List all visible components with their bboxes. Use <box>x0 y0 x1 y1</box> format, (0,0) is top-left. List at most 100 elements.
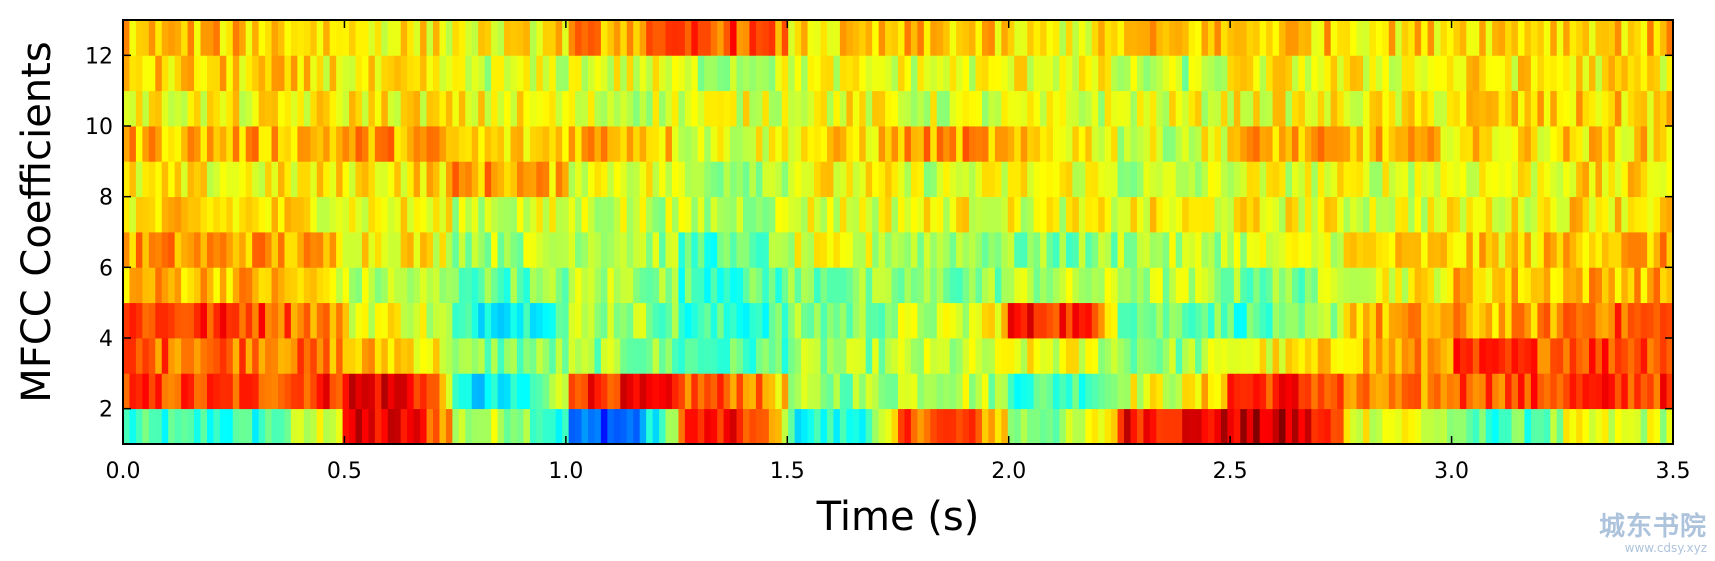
heatmap-cell <box>310 373 318 410</box>
heatmap-cell <box>1343 338 1351 374</box>
heatmap-cell <box>381 90 389 127</box>
heatmap-cell <box>316 161 324 198</box>
heatmap-cell <box>1027 232 1035 268</box>
heatmap-cell <box>1130 373 1138 410</box>
heatmap-cell <box>1027 302 1035 339</box>
heatmap-cell <box>1440 302 1448 339</box>
heatmap-cell <box>1175 55 1183 92</box>
heatmap-cell <box>478 161 486 198</box>
heatmap-cell <box>549 90 557 127</box>
heatmap-cell <box>671 267 680 304</box>
heatmap-cell <box>1240 20 1248 56</box>
heatmap-cell <box>1175 232 1183 268</box>
heatmap-cell <box>1182 55 1190 92</box>
heatmap-cell <box>762 338 770 374</box>
heatmap-cell <box>349 232 357 268</box>
heatmap-cell <box>1576 302 1584 339</box>
heatmap-cell <box>206 267 215 304</box>
heatmap-cell <box>1382 55 1390 92</box>
heatmap-cell <box>801 90 809 127</box>
heatmap-cell <box>671 302 680 339</box>
heatmap-cell <box>387 126 395 162</box>
heatmap-cell <box>1582 196 1590 233</box>
heatmap-cell <box>814 338 822 374</box>
heatmap-cell <box>1582 267 1590 304</box>
heatmap-cell <box>1537 373 1545 410</box>
heatmap-cell <box>1169 267 1177 304</box>
heatmap-cell <box>1446 338 1455 374</box>
heatmap-cell <box>1214 408 1222 445</box>
heatmap-cell <box>1279 408 1287 445</box>
heatmap-cell <box>1472 302 1480 339</box>
heatmap-cell <box>497 20 505 56</box>
heatmap-cell <box>161 408 169 445</box>
heatmap-cell <box>839 373 847 410</box>
heatmap-cell <box>626 408 634 445</box>
heatmap-cell <box>943 232 951 268</box>
heatmap-cell <box>988 20 996 56</box>
heatmap-cell <box>471 232 479 268</box>
heatmap-cell <box>671 90 680 127</box>
heatmap-cell <box>271 196 279 233</box>
heatmap-cell <box>1072 196 1080 233</box>
heatmap-cell <box>1136 161 1145 198</box>
heatmap-cell <box>1053 20 1061 56</box>
heatmap-cell <box>1233 302 1241 339</box>
heatmap-cell <box>1518 55 1526 92</box>
heatmap-cell <box>1479 302 1487 339</box>
heatmap-cell <box>239 302 247 339</box>
heatmap-cell <box>865 232 873 268</box>
heatmap-cell <box>969 232 977 268</box>
heatmap-cell <box>1530 126 1538 162</box>
heatmap-cell <box>329 90 337 127</box>
heatmap-cell <box>1543 232 1551 268</box>
heatmap-cell <box>1053 90 1061 127</box>
heatmap-cell <box>1414 373 1422 410</box>
heatmap-cell <box>536 126 544 162</box>
heatmap-cell <box>704 232 712 268</box>
heatmap-cell <box>749 338 757 374</box>
heatmap-cell <box>956 408 964 445</box>
heatmap-cell <box>639 20 647 56</box>
heatmap-cell <box>1543 267 1551 304</box>
heatmap-cell <box>284 126 292 162</box>
heatmap-cell <box>1001 373 1009 410</box>
heatmap-cell <box>930 126 938 162</box>
heatmap-cell <box>1175 302 1183 339</box>
heatmap-cell <box>1149 338 1157 374</box>
heatmap-cell <box>665 196 673 233</box>
heatmap-cell <box>1640 338 1648 374</box>
heatmap-cell <box>801 55 809 92</box>
heatmap-cell <box>626 55 634 92</box>
heatmap-cell <box>1233 408 1241 445</box>
heatmap-cell <box>445 408 453 445</box>
heatmap-cell <box>1388 55 1396 92</box>
heatmap-cell <box>1182 338 1190 374</box>
heatmap-cell <box>1492 267 1500 304</box>
heatmap-cell <box>1020 90 1028 127</box>
heatmap-cell <box>833 126 841 162</box>
heatmap-cell <box>1343 302 1351 339</box>
heatmap-cell <box>607 90 615 127</box>
heatmap-cell <box>323 90 331 127</box>
heatmap-cell <box>1324 232 1332 268</box>
heatmap-cell <box>1518 302 1526 339</box>
heatmap-cell <box>949 55 957 92</box>
heatmap-cell <box>1375 373 1383 410</box>
heatmap-cell <box>1104 373 1112 410</box>
heatmap-cell <box>794 408 802 445</box>
heatmap-cell <box>801 408 809 445</box>
heatmap-cell <box>342 20 350 56</box>
heatmap-cell <box>187 161 195 198</box>
heatmap-cell <box>478 55 486 92</box>
heatmap-cell <box>555 20 563 56</box>
heatmap-cell <box>1434 373 1442 410</box>
heatmap-cell <box>1660 90 1668 127</box>
heatmap-cell <box>646 161 654 198</box>
heatmap-cell <box>743 232 751 268</box>
heatmap-cell <box>859 267 867 304</box>
heatmap-cell <box>859 302 867 339</box>
heatmap-cell <box>1401 338 1409 374</box>
heatmap-cell <box>484 161 492 198</box>
heatmap-cell <box>1304 267 1312 304</box>
